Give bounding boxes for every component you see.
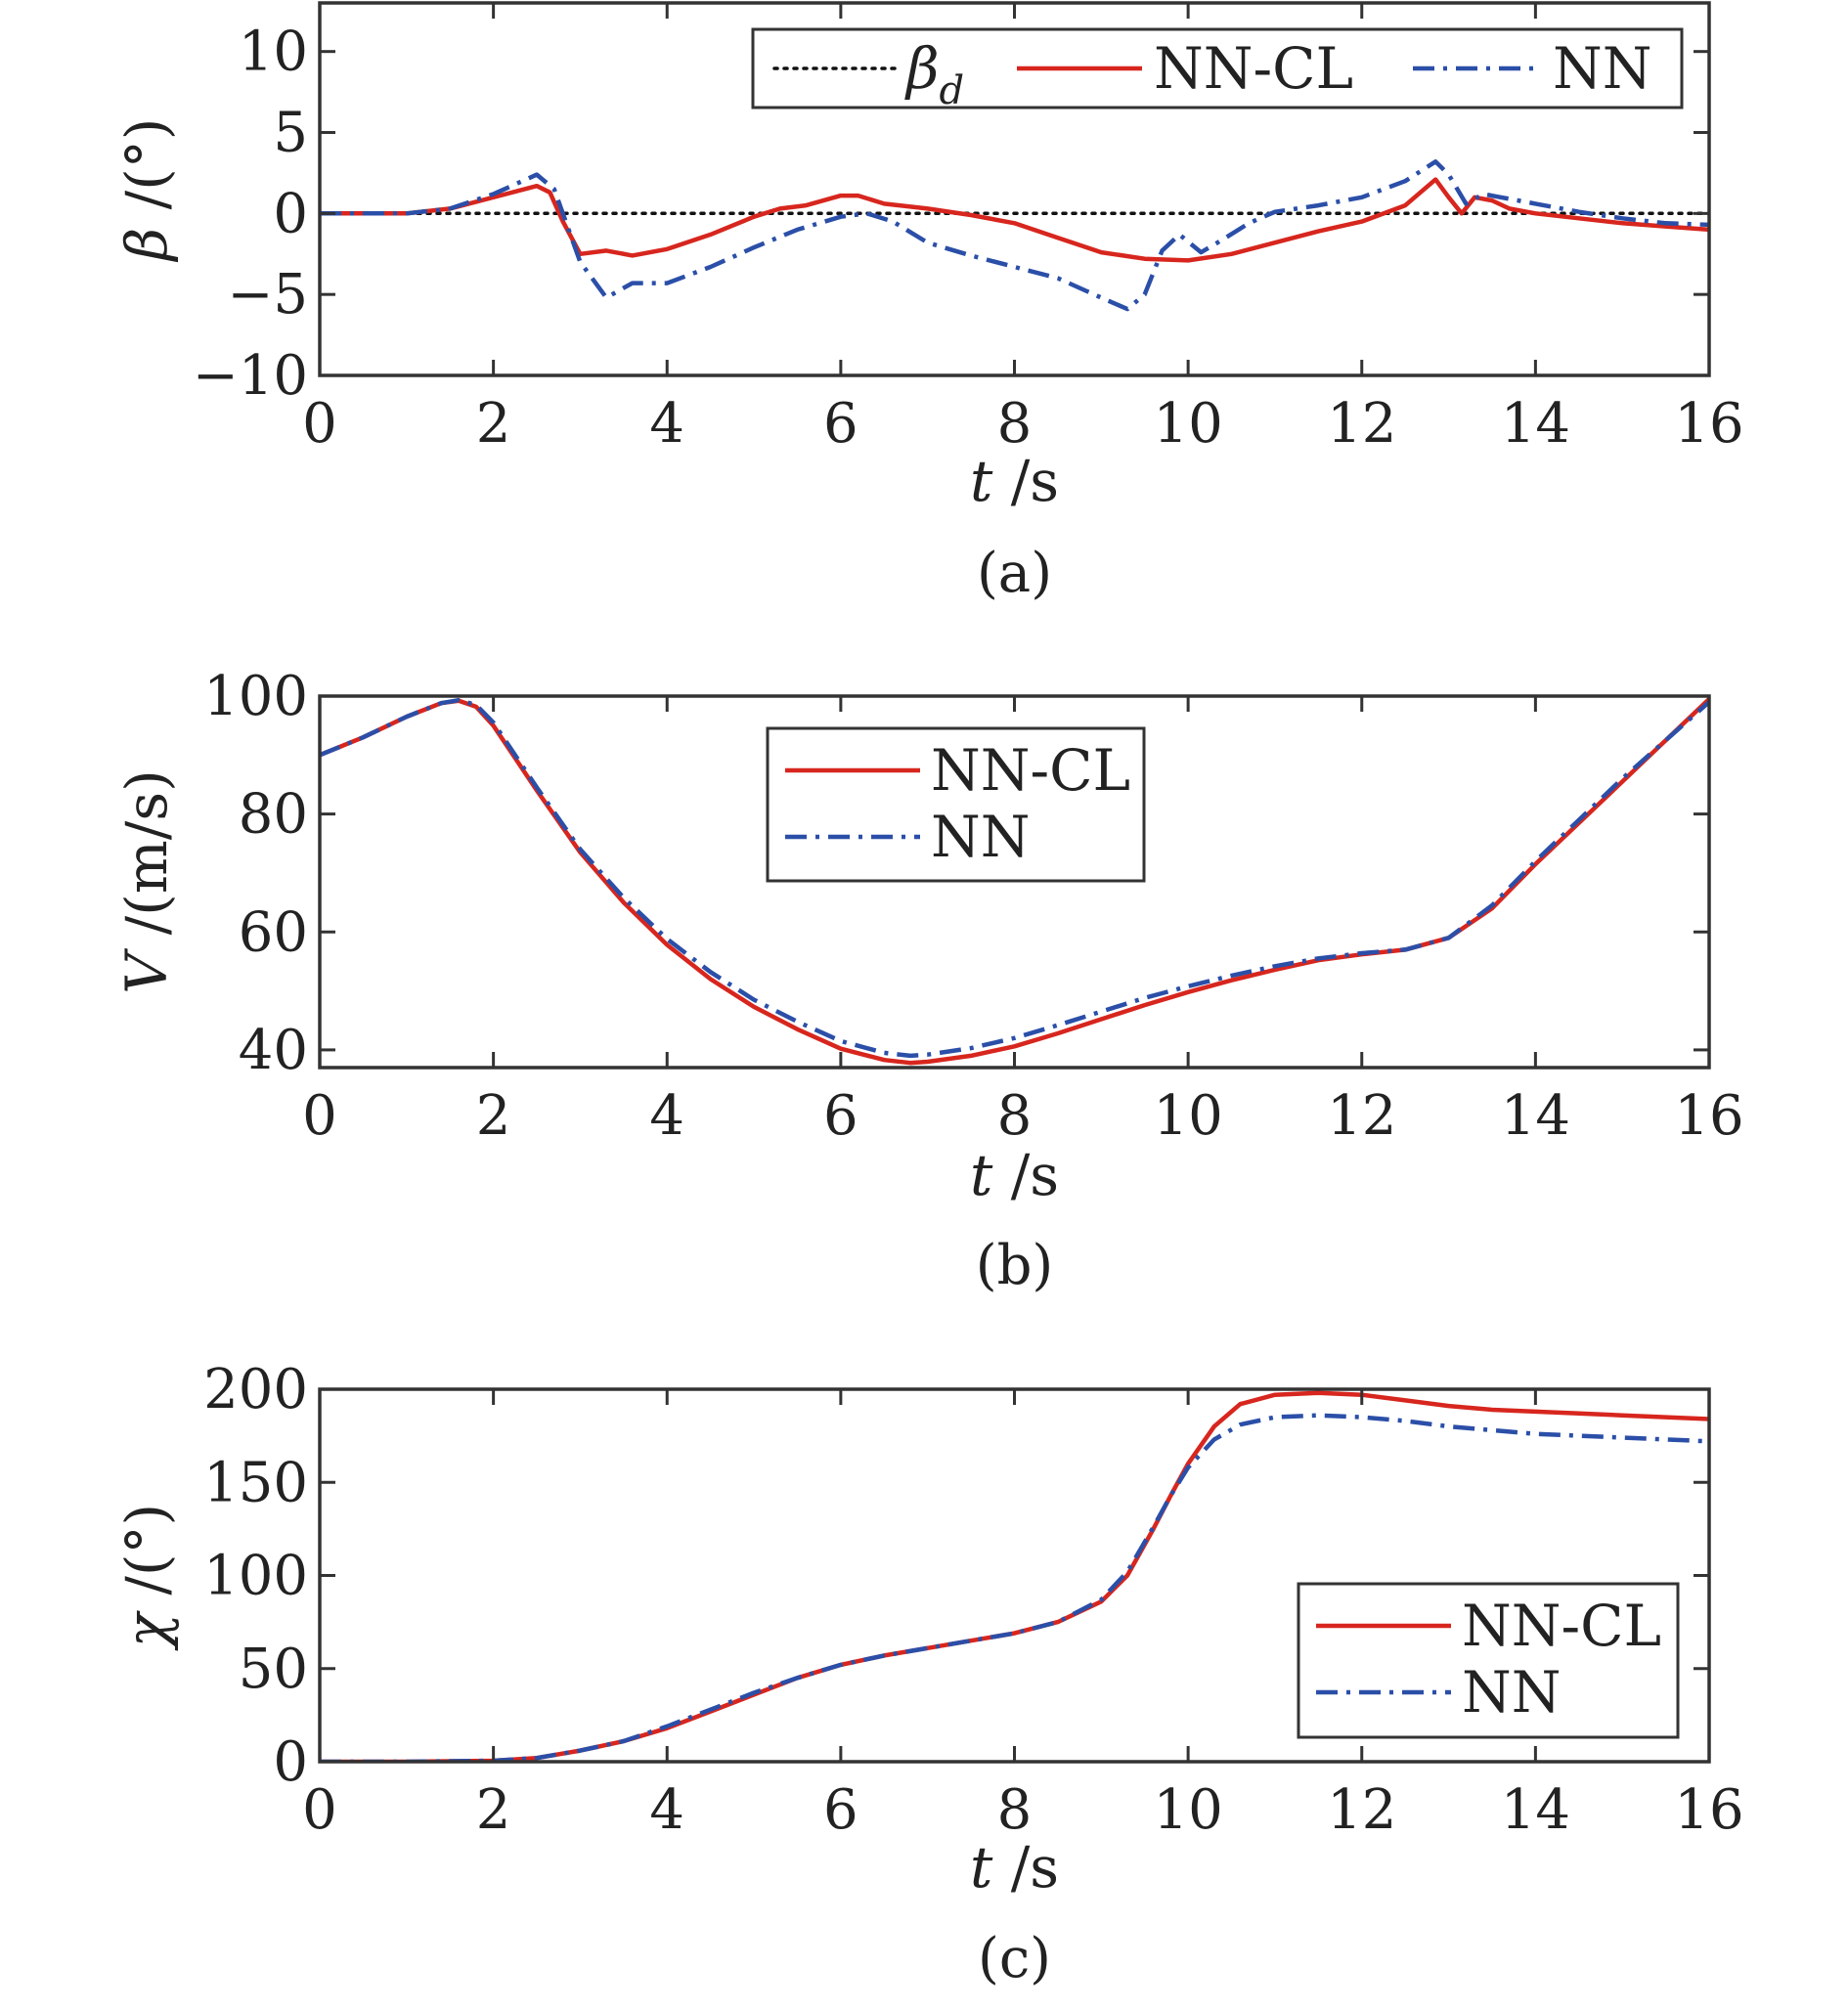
x-tick-label: 0 (302, 1084, 337, 1148)
chart-panel-1: 0 2 4 6 8 10 12 14 16 40 60 80 100 t /s V /(m/s) (b) NN-… (113, 665, 1744, 1297)
legend-box (766, 726, 1146, 883)
y-tick-label: 150 (203, 1451, 308, 1514)
y-tick-label: 200 (203, 1358, 308, 1421)
x-tick-label: 8 (997, 1084, 1033, 1148)
x-tick-label: 2 (476, 392, 511, 456)
y-tick-label: 60 (239, 900, 308, 964)
legend-label: βd (904, 35, 964, 113)
chart-panel-0: 0 2 4 6 8 10 12 14 16 −10 −5 0 5 10 t /s β /(°) (a) βd NN-… (113, 1, 1744, 605)
legend-label: NN (931, 804, 1031, 870)
y-tick-label: −10 (193, 344, 308, 408)
panel-caption: (a) (977, 542, 1052, 605)
y-tick-label: 10 (239, 21, 308, 84)
legend-label: NN (1462, 1659, 1562, 1726)
y-axis-label: χ /(°) (113, 1504, 180, 1651)
x-axis-label: t /s (970, 1142, 1059, 1208)
x-tick-label: 8 (997, 392, 1033, 456)
series-line-nn (320, 697, 1709, 1059)
series-line-nn (320, 159, 1709, 312)
x-tick-label: 0 (302, 392, 337, 456)
x-tick-label: 14 (1501, 392, 1570, 456)
series-line-nn-cl (320, 177, 1709, 263)
y-tick-label: 0 (273, 1730, 308, 1794)
y-tick-label: 50 (239, 1638, 308, 1701)
legend-label: NN (1553, 35, 1652, 102)
x-tick-label: 4 (649, 392, 684, 456)
x-tick-label: 10 (1153, 392, 1222, 456)
x-tick-label: 16 (1674, 392, 1743, 456)
y-axis-label: β /(°) (113, 118, 180, 263)
x-tick-label: 16 (1674, 1084, 1743, 1148)
x-tick-label: 2 (476, 1778, 511, 1842)
legend-label: NN-CL (1154, 35, 1353, 102)
x-tick-label: 4 (649, 1778, 684, 1842)
legend-label: NN-CL (1462, 1593, 1661, 1659)
y-tick-label: 100 (203, 1545, 308, 1608)
x-tick-label: 16 (1674, 1778, 1743, 1842)
x-tick-label: 0 (302, 1778, 337, 1842)
x-tick-label: 6 (823, 392, 858, 456)
x-tick-label: 4 (649, 1084, 684, 1148)
x-tick-label: 6 (823, 1084, 858, 1148)
y-tick-label: 80 (239, 783, 308, 847)
series-lines (320, 159, 1709, 312)
legend-label: NN-CL (931, 737, 1130, 804)
legend-box (751, 27, 1684, 109)
x-tick-label: 6 (823, 1778, 858, 1842)
series-lines (320, 1390, 1709, 1762)
chart-panel-2: 0 2 4 6 8 10 12 14 16 0 50 100 150 200 t /s χ /(°) (c) NN… (113, 1358, 1744, 1990)
y-tick-label: 40 (239, 1019, 308, 1082)
legend: βd NN-CL NN (751, 27, 1684, 113)
y-tick-label: 0 (273, 182, 308, 245)
y-axis-label: V /(m/s) (113, 769, 180, 993)
x-tick-label: 8 (997, 1778, 1033, 1842)
y-tick-label: −5 (227, 263, 308, 327)
x-tick-label: 12 (1327, 1778, 1396, 1842)
series-lines (320, 697, 1709, 1066)
legend-box (1297, 1582, 1680, 1739)
x-tick-label: 12 (1327, 392, 1396, 456)
x-tick-label: 14 (1501, 1084, 1570, 1148)
x-tick-label: 10 (1153, 1084, 1222, 1148)
x-tick-label: 12 (1327, 1084, 1396, 1148)
panel-caption: (c) (978, 1927, 1051, 1990)
x-tick-label: 14 (1501, 1778, 1570, 1842)
panel-caption: (b) (976, 1234, 1054, 1297)
series-line-nn (320, 1413, 1709, 1762)
x-axis-label: t /s (970, 448, 1059, 514)
x-axis-label: t /s (970, 1834, 1059, 1901)
x-tick-label: 2 (476, 1084, 511, 1148)
y-tick-label: 5 (273, 102, 308, 165)
y-tick-label: 100 (203, 665, 308, 728)
x-tick-label: 10 (1153, 1778, 1222, 1842)
